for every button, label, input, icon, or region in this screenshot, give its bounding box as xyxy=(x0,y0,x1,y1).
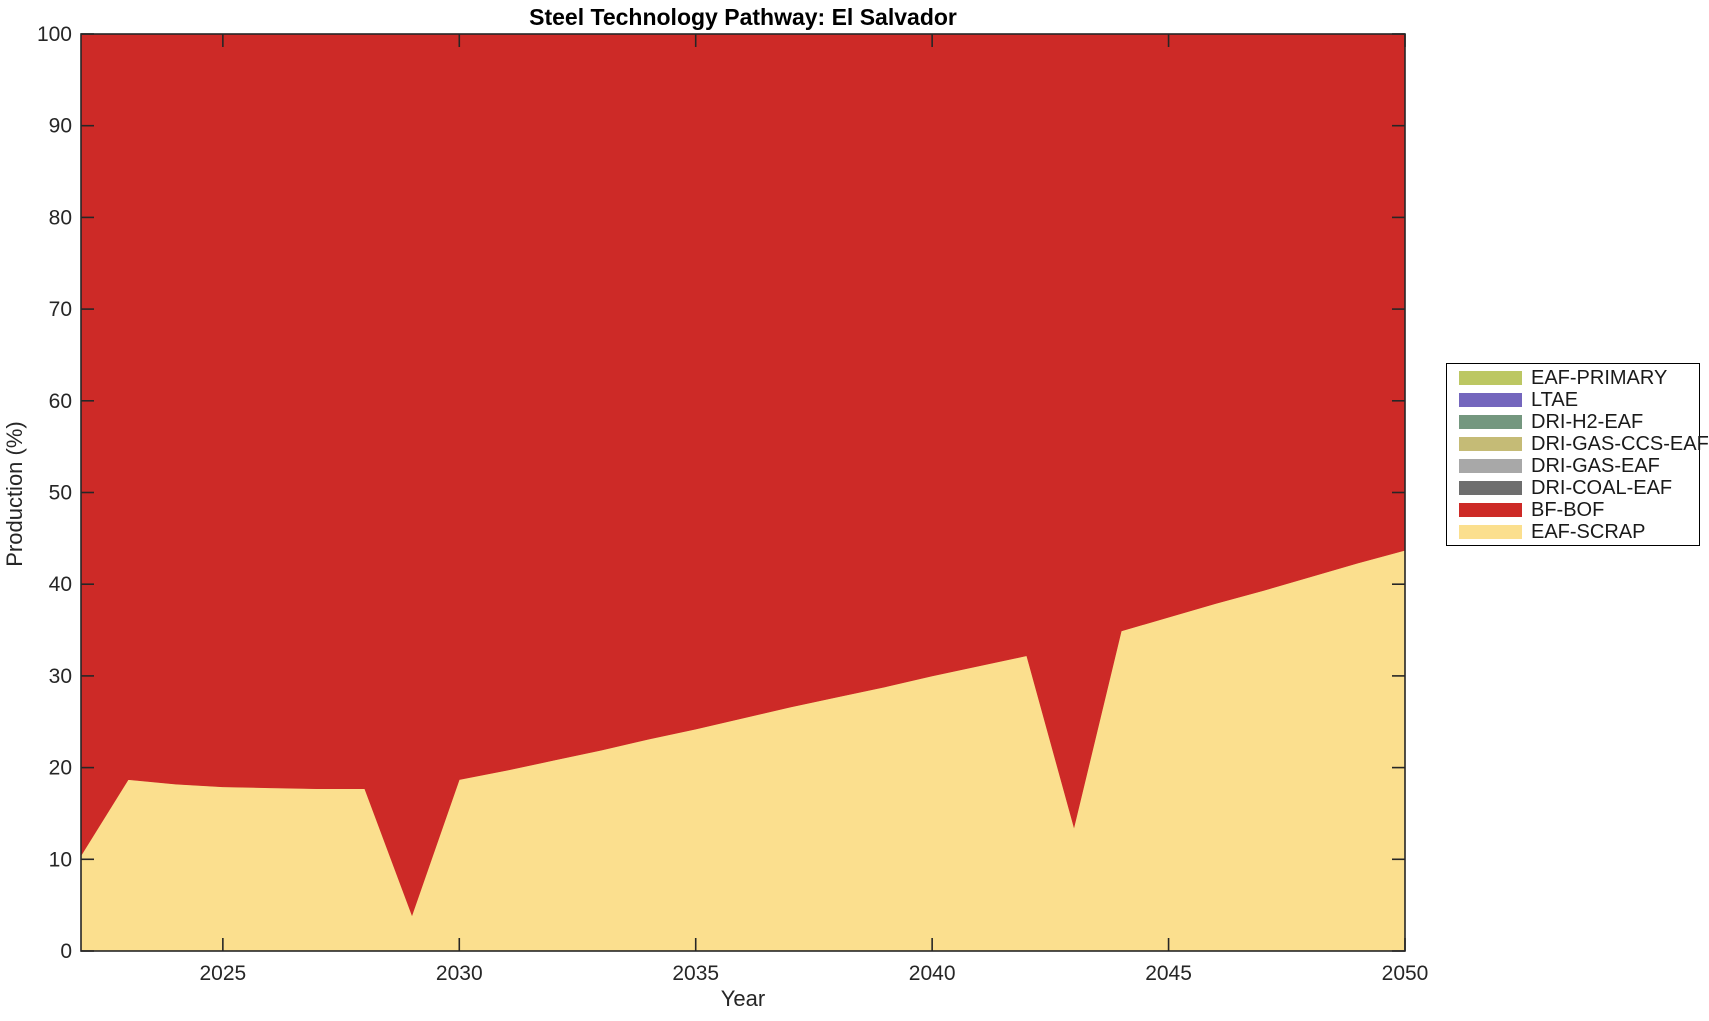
y-tick-label: 20 xyxy=(49,757,72,780)
x-tick-label: 2040 xyxy=(909,962,956,985)
legend-label: BF-BOF xyxy=(1531,498,1605,521)
y-tick-label: 60 xyxy=(49,390,72,413)
x-axis-label: Year xyxy=(720,986,766,1011)
legend-label: DRI-GAS-CCS-EAF xyxy=(1531,432,1709,455)
legend-label: DRI-GAS-EAF xyxy=(1531,454,1660,477)
y-tick-label: 0 xyxy=(60,940,72,963)
y-tick-label: 10 xyxy=(49,848,72,871)
x-tick-label: 2030 xyxy=(436,962,483,985)
legend-item-dri-gas-eaf: DRI-GAS-EAF xyxy=(1459,455,1699,477)
legend-item-dri-gas-ccs-eaf: DRI-GAS-CCS-EAF xyxy=(1459,433,1709,455)
legend-swatch-icon xyxy=(1459,459,1522,473)
legend-label: LTAE xyxy=(1531,388,1579,411)
y-tick-label: 70 xyxy=(49,298,72,321)
legend-item-eaf-primary: EAF-PRIMARY xyxy=(1459,367,1699,389)
y-tick-label: 30 xyxy=(49,665,72,688)
x-tick-label: 2050 xyxy=(1382,962,1429,985)
legend-swatch-icon xyxy=(1459,437,1522,451)
legend-swatch-icon xyxy=(1459,525,1522,539)
legend-item-ltae: LTAE xyxy=(1459,389,1699,411)
legend-label: EAF-SCRAP xyxy=(1531,520,1646,543)
y-tick-label: 40 xyxy=(49,573,72,596)
x-tick-label: 2035 xyxy=(672,962,719,985)
legend-label: EAF-PRIMARY xyxy=(1531,366,1668,389)
legend: EAF-PRIMARY LTAE DRI-H2-EAF DRI-GAS-CCS-EAF… xyxy=(1446,363,1709,546)
legend-item-dri-coal-eaf: DRI-COAL-EAF xyxy=(1459,477,1699,499)
y-axis-label: Production (%) xyxy=(2,421,27,567)
legend-swatch-icon xyxy=(1459,503,1522,517)
legend-swatch-icon xyxy=(1459,393,1522,407)
legend-label: DRI-COAL-EAF xyxy=(1531,476,1673,499)
legend-item-bf-bof: BF-BOF xyxy=(1459,499,1699,521)
y-tick-label: 100 xyxy=(37,23,72,46)
legend-swatch-icon xyxy=(1459,371,1522,385)
legend-label: DRI-H2-EAF xyxy=(1531,410,1644,433)
y-tick-label: 80 xyxy=(49,206,72,229)
y-tick-label: 50 xyxy=(49,482,72,505)
y-tick-label: 90 xyxy=(49,115,72,138)
chart-title: Steel Technology Pathway: El Salvador xyxy=(529,4,957,30)
legend-swatch-icon xyxy=(1459,481,1522,495)
legend-item-dri-h2-eaf: DRI-H2-EAF xyxy=(1459,411,1699,433)
legend-swatch-icon xyxy=(1459,415,1522,429)
x-tick-label: 2025 xyxy=(199,962,246,985)
legend-item-eaf-scrap: EAF-SCRAP xyxy=(1459,521,1699,543)
x-tick-label: 2045 xyxy=(1145,962,1192,985)
